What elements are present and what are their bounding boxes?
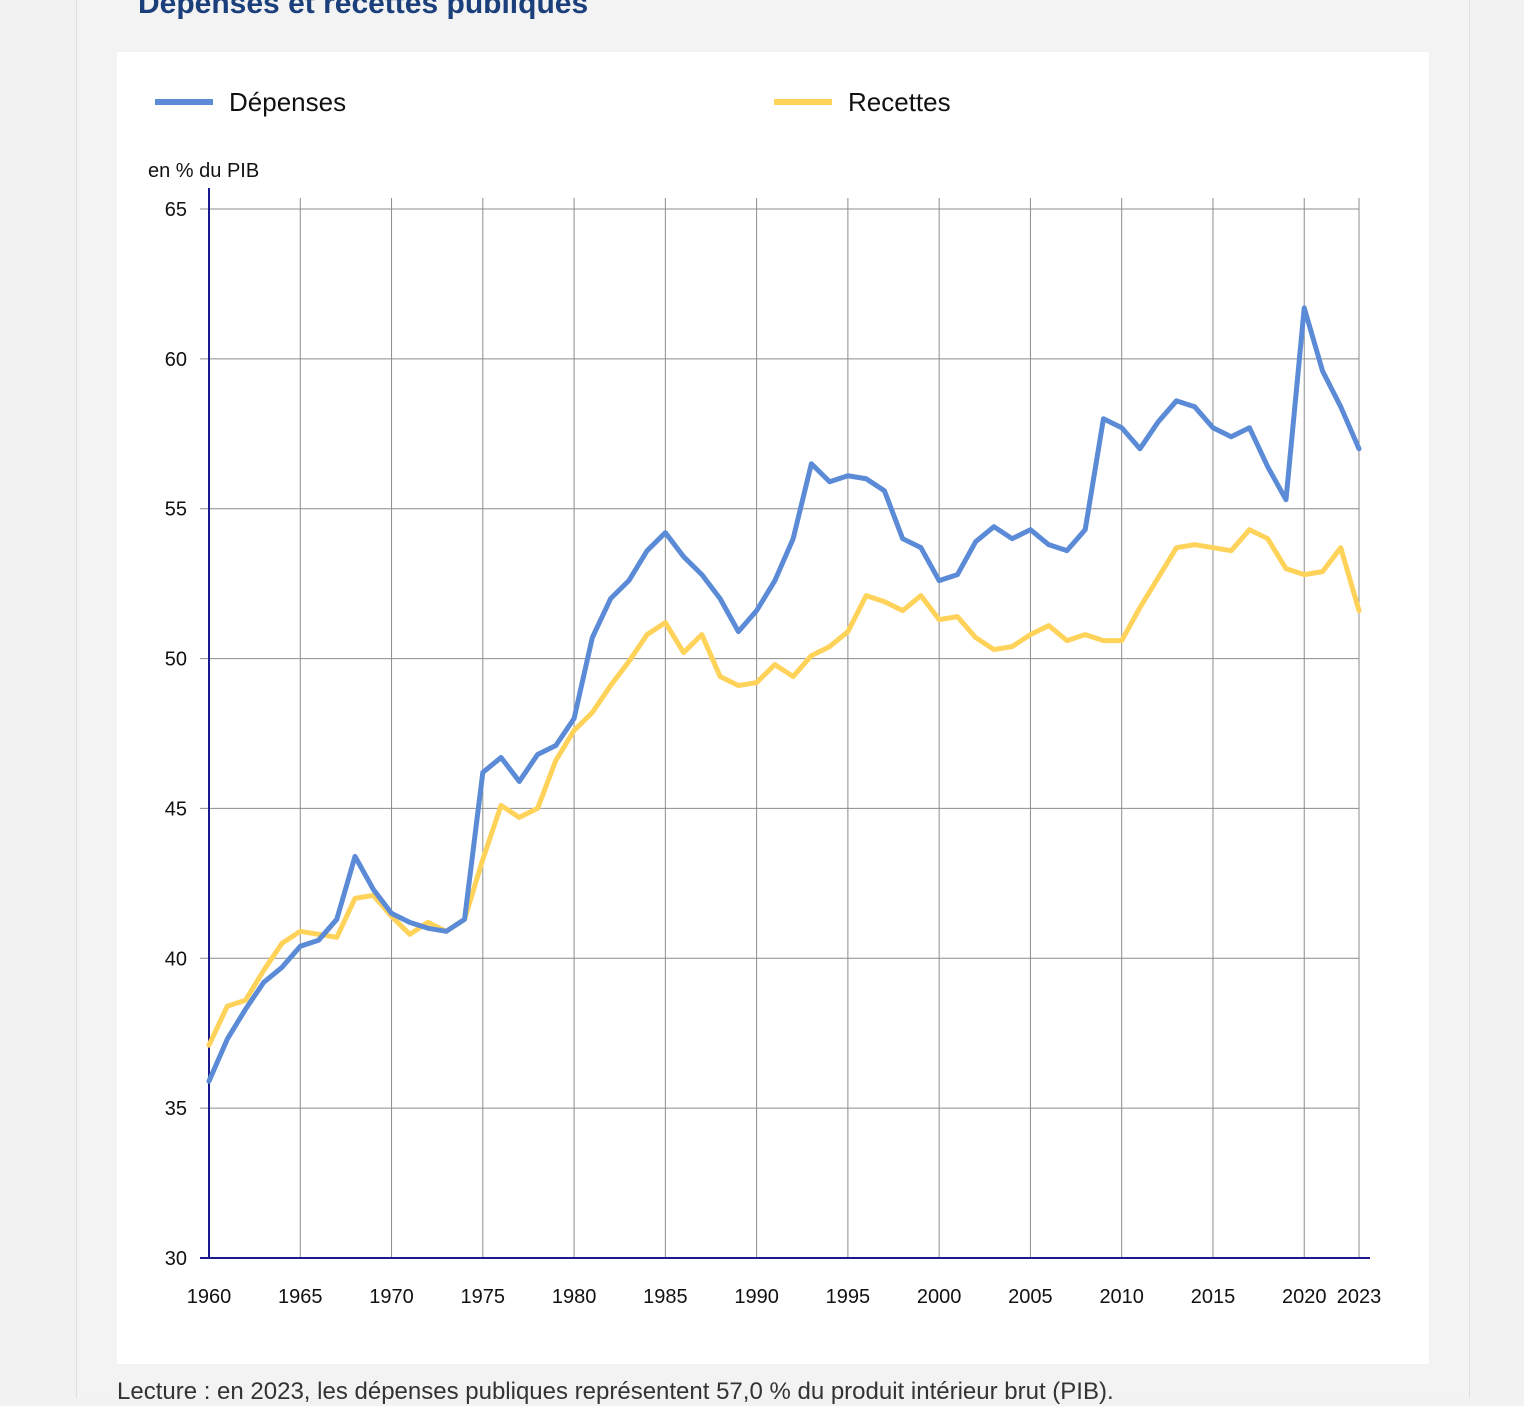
- legend-swatch-recettes: [774, 99, 832, 105]
- legend-swatch-depenses: [155, 99, 213, 105]
- y-tick-label-55: 55: [165, 499, 187, 521]
- y-tick-label-35: 35: [165, 1098, 187, 1120]
- y-tick-label-65: 65: [165, 199, 187, 221]
- y-tick-label-45: 45: [165, 798, 187, 820]
- y-tick-label-50: 50: [165, 649, 187, 671]
- legend-item-recettes[interactable]: Recettes: [774, 86, 951, 118]
- chart-card: [117, 52, 1429, 1364]
- series-line-recettes: [206, 527, 1362, 1048]
- x-tick-label-2020: 2020: [1282, 1286, 1327, 1308]
- reading-note: Lecture : en 2023, les dépenses publique…: [117, 1378, 1114, 1405]
- y-tick-label-30: 30: [165, 1248, 187, 1270]
- x-tick-label-1980: 1980: [552, 1286, 597, 1308]
- y-tick-label-40: 40: [165, 948, 187, 970]
- x-tick-label-1970: 1970: [369, 1286, 414, 1308]
- legend-label-recettes: Recettes: [848, 86, 951, 117]
- legend-label-depenses: Dépenses: [229, 86, 347, 117]
- x-tick-label-2015: 2015: [1191, 1286, 1236, 1308]
- legend-item-depenses[interactable]: Dépenses: [155, 86, 346, 118]
- x-tick-label-2000: 2000: [917, 1286, 962, 1308]
- x-tick-label-1995: 1995: [826, 1286, 871, 1308]
- y-tick-label-60: 60: [165, 349, 187, 371]
- x-tick-label-1975: 1975: [461, 1286, 506, 1308]
- y-axis-label: en % du PIB: [148, 160, 260, 182]
- x-tick-label-1990: 1990: [734, 1286, 779, 1308]
- x-tick-label-2005: 2005: [1008, 1286, 1053, 1308]
- x-tick-label-1965: 1965: [278, 1286, 323, 1308]
- chart-title: Dépenses et recettes publiques: [138, 0, 589, 20]
- x-tick-label-1960: 1960: [187, 1286, 232, 1308]
- x-tick-label-2023: 2023: [1337, 1286, 1382, 1308]
- x-tick-label-1985: 1985: [643, 1286, 688, 1308]
- x-tick-label-2010: 2010: [1099, 1286, 1144, 1308]
- series-line-depenses: [206, 305, 1362, 1084]
